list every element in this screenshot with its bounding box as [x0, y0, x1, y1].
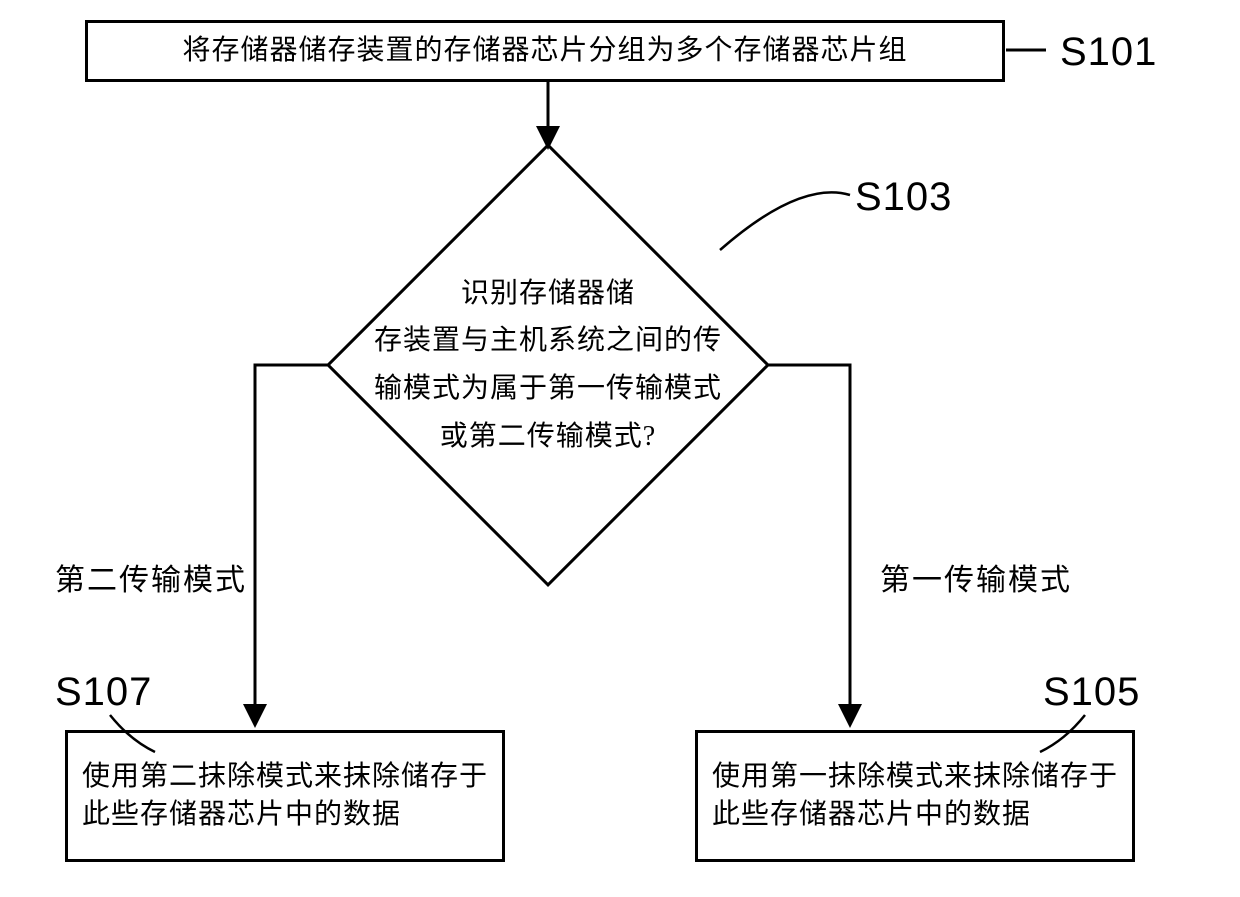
edge-label-right: 第一传输模式 — [880, 555, 1072, 599]
process-text: 使用第一抹除模式来抹除储存于此些存储器芯片中的数据 — [712, 758, 1118, 834]
decision-text: 识别存储器储 存装置与主机系统之间的传 输模式为属于第一传输模式 或第二传输模式… — [328, 145, 768, 585]
process-box-s107: 使用第二抹除模式来抹除储存于此些存储器芯片中的数据 — [65, 730, 505, 862]
step-label-s101: S101 — [1060, 30, 1157, 75]
process-text: 使用第二抹除模式来抹除储存于此些存储器芯片中的数据 — [82, 758, 488, 834]
decision-label: 识别存储器储 存装置与主机系统之间的传 输模式为属于第一传输模式 或第二传输模式… — [374, 270, 722, 460]
step-label-s107: S107 — [55, 670, 152, 715]
process-box-s105: 使用第一抹除模式来抹除储存于此些存储器芯片中的数据 — [695, 730, 1135, 862]
process-text: 将存储器储存装置的存储器芯片分组为多个存储器芯片组 — [182, 32, 907, 70]
step-label-s103: S103 — [855, 175, 952, 220]
decision-diamond-s103: 识别存储器储 存装置与主机系统之间的传 输模式为属于第一传输模式 或第二传输模式… — [328, 145, 768, 585]
edge-label-left: 第二传输模式 — [55, 555, 247, 599]
flowchart-container: 将存储器储存装置的存储器芯片分组为多个存储器芯片组 S101 识别存储器储 存装… — [0, 0, 1240, 897]
process-box-s101: 将存储器储存装置的存储器芯片分组为多个存储器芯片组 — [85, 20, 1005, 82]
step-label-s105: S105 — [1043, 670, 1140, 715]
